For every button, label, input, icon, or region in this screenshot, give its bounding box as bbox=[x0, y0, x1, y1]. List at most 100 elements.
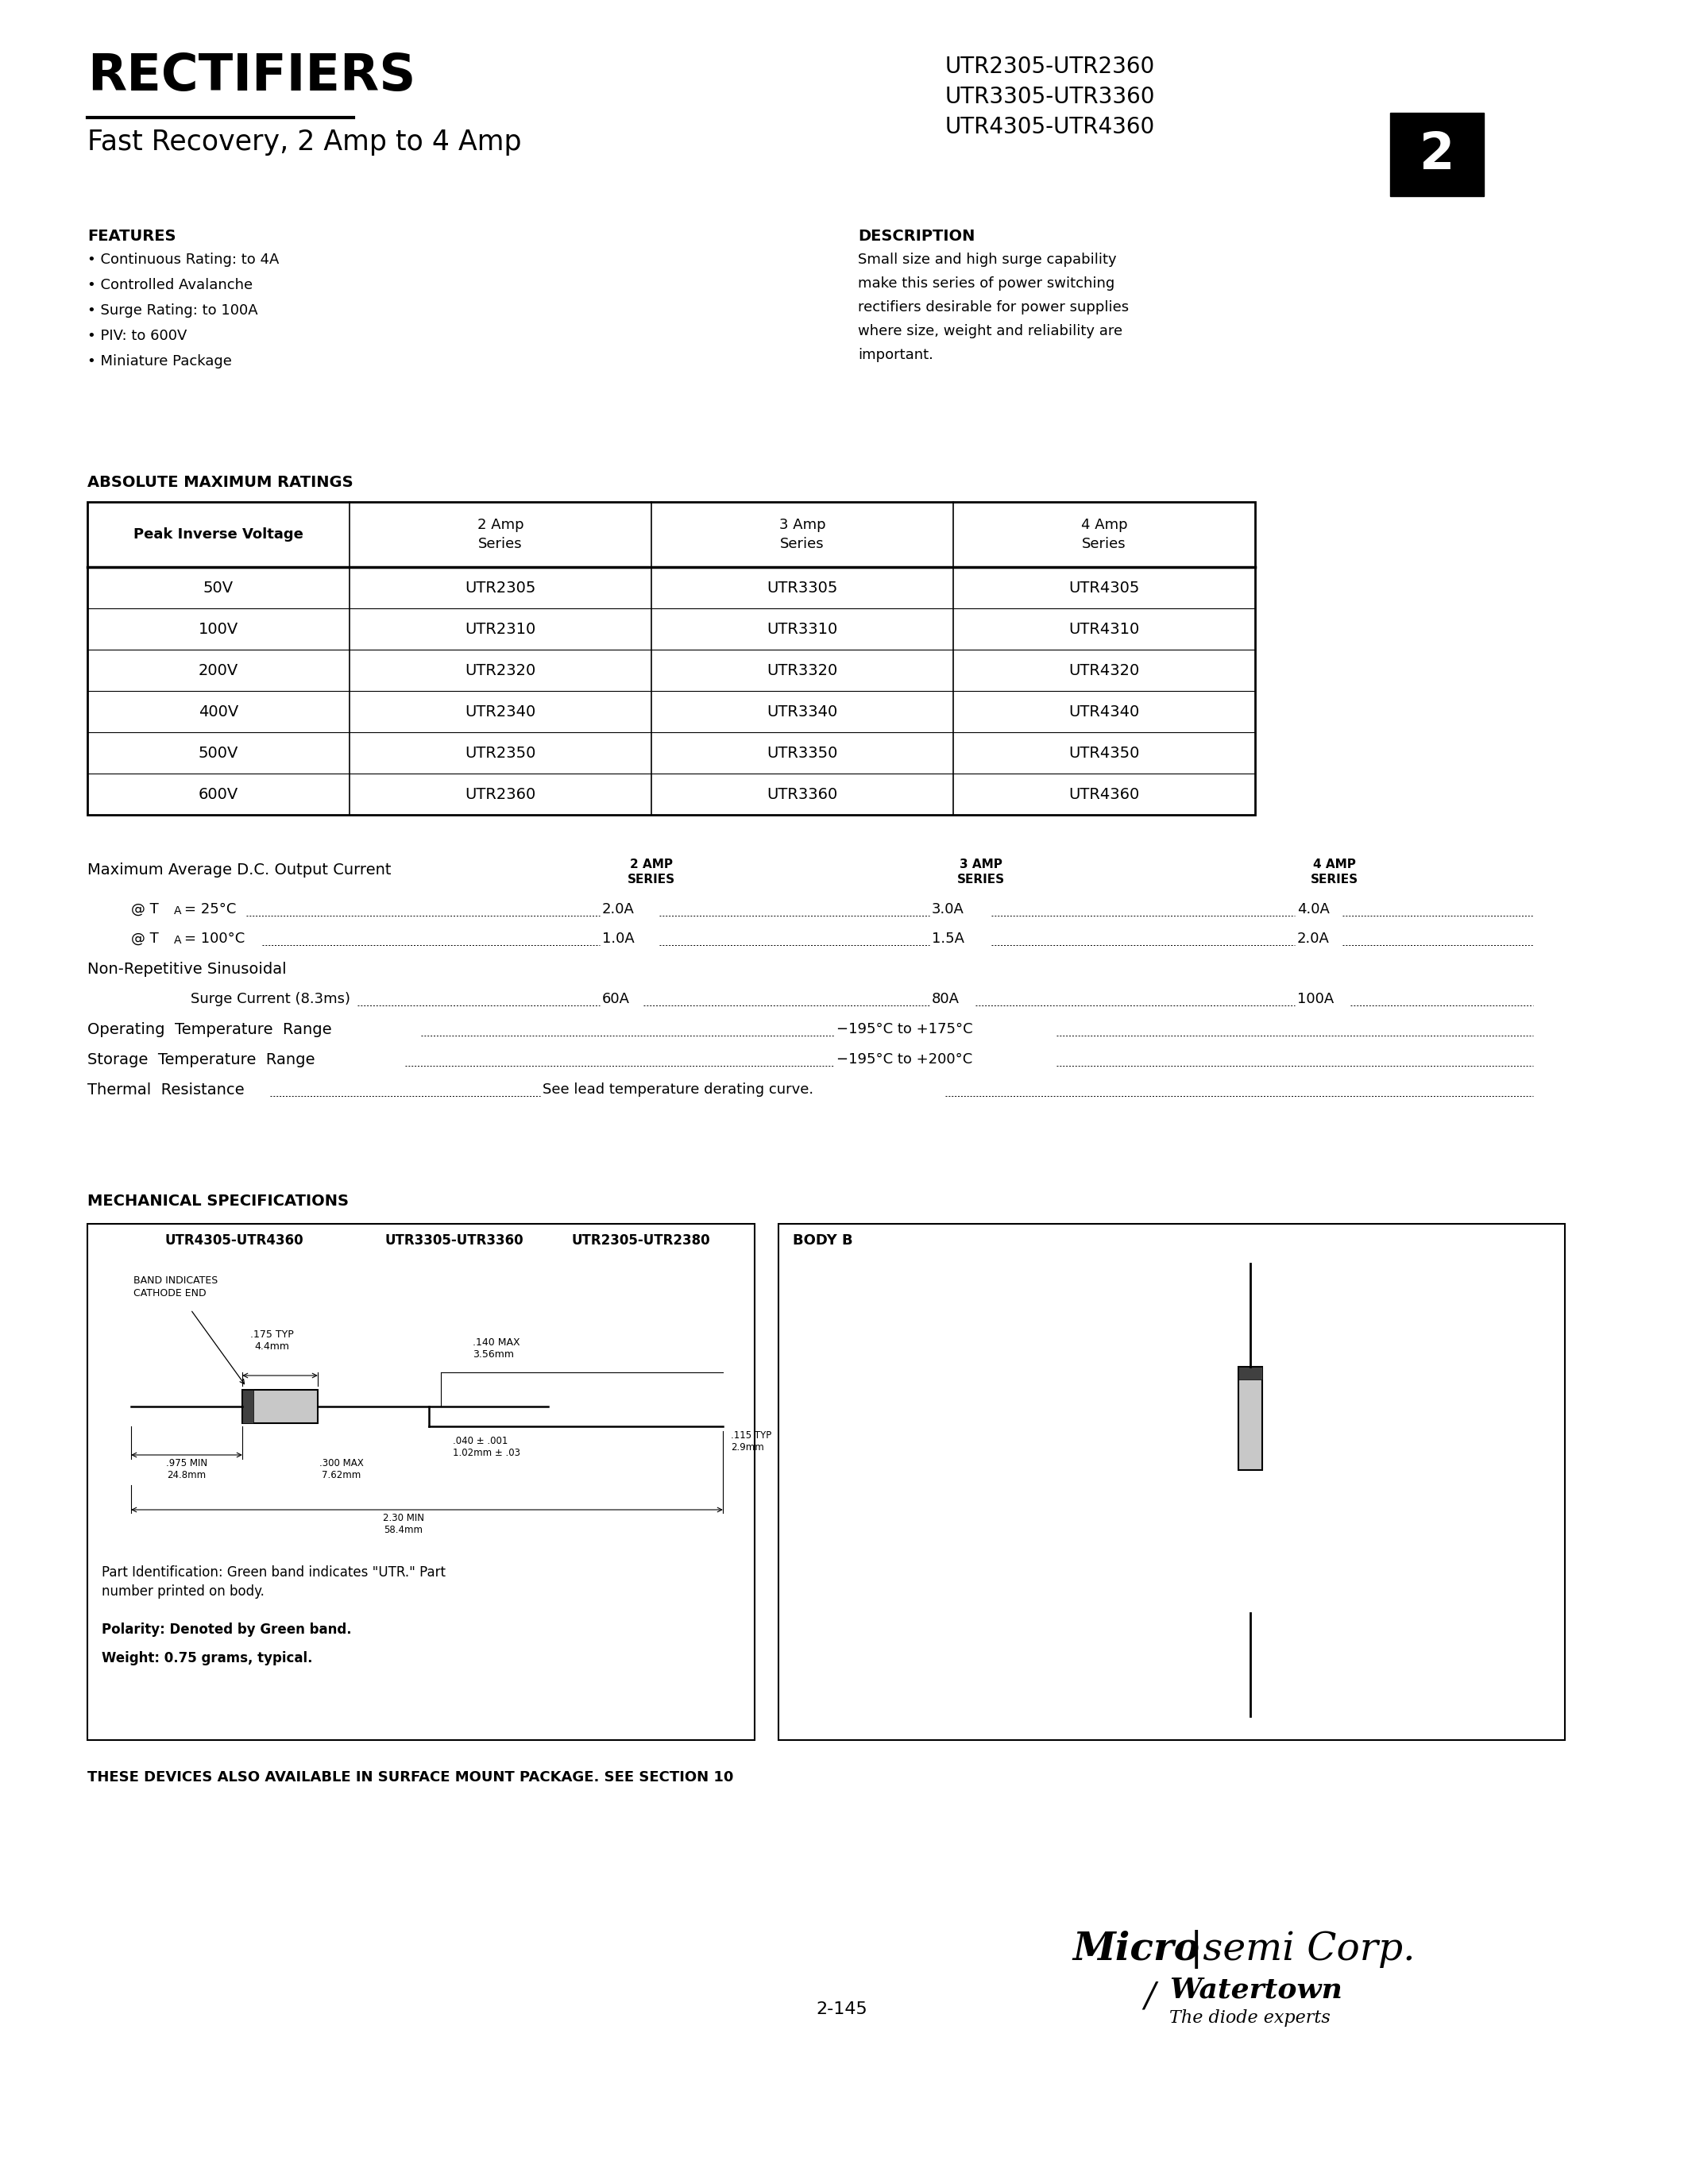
Text: Watertown: Watertown bbox=[1170, 1977, 1342, 2003]
Text: UTR4305-UTR4360: UTR4305-UTR4360 bbox=[165, 1234, 304, 1247]
Text: −195°C to +200°C: −195°C to +200°C bbox=[837, 1053, 972, 1066]
Text: UTR3305-UTR3360: UTR3305-UTR3360 bbox=[945, 85, 1155, 107]
Text: = 100°C: = 100°C bbox=[184, 933, 245, 946]
Text: BAND INDICATES
CATHODE END: BAND INDICATES CATHODE END bbox=[133, 1275, 218, 1299]
Text: 3 Amp
Series: 3 Amp Series bbox=[780, 518, 825, 550]
Text: 3.0A: 3.0A bbox=[932, 902, 964, 917]
Text: UTR3320: UTR3320 bbox=[766, 662, 837, 677]
Text: Peak Inverse Voltage: Peak Inverse Voltage bbox=[133, 526, 304, 542]
Text: BODY B: BODY B bbox=[793, 1234, 852, 1247]
Text: UTR3350: UTR3350 bbox=[766, 745, 837, 760]
Bar bbox=[1391, 114, 1484, 197]
Text: UTR4340: UTR4340 bbox=[1069, 703, 1139, 719]
Text: UTR3340: UTR3340 bbox=[766, 703, 837, 719]
Text: 3 AMP
SERIES: 3 AMP SERIES bbox=[957, 858, 1004, 885]
Text: UTR4350: UTR4350 bbox=[1069, 745, 1139, 760]
Text: .140 MAX
3.56mm: .140 MAX 3.56mm bbox=[473, 1337, 520, 1361]
Text: 80A: 80A bbox=[932, 992, 959, 1007]
Text: 100V: 100V bbox=[199, 622, 238, 636]
Text: Small size and high surge capability: Small size and high surge capability bbox=[858, 253, 1116, 266]
Text: Fast Recovery, 2 Amp to 4 Amp: Fast Recovery, 2 Amp to 4 Amp bbox=[88, 129, 522, 155]
Text: 200V: 200V bbox=[199, 662, 238, 677]
Text: Non-Repetitive Sinusoidal: Non-Repetitive Sinusoidal bbox=[88, 961, 287, 976]
Text: 100A: 100A bbox=[1296, 992, 1334, 1007]
Text: Surge Current (8.3ms): Surge Current (8.3ms) bbox=[191, 992, 351, 1007]
Text: 1.0A: 1.0A bbox=[603, 933, 635, 946]
Bar bbox=[88, 1223, 755, 1741]
Text: Polarity: Denoted by Green band.: Polarity: Denoted by Green band. bbox=[101, 1623, 351, 1636]
Text: 1.5A: 1.5A bbox=[932, 933, 964, 946]
Text: 2 Amp
Series: 2 Amp Series bbox=[478, 518, 523, 550]
Text: 4 Amp
Series: 4 Amp Series bbox=[1080, 518, 1128, 550]
Text: UTR4360: UTR4360 bbox=[1069, 786, 1139, 802]
Text: Operating  Temperature  Range: Operating Temperature Range bbox=[88, 1022, 333, 1037]
Text: Weight: 0.75 grams, typical.: Weight: 0.75 grams, typical. bbox=[101, 1651, 312, 1666]
Text: 2.30 MIN
58.4mm: 2.30 MIN 58.4mm bbox=[383, 1514, 424, 1535]
Text: |semi Corp.: |semi Corp. bbox=[1190, 1931, 1415, 1968]
Text: ABSOLUTE MAXIMUM RATINGS: ABSOLUTE MAXIMUM RATINGS bbox=[88, 474, 353, 489]
Text: RECTIFIERS: RECTIFIERS bbox=[88, 52, 415, 100]
Text: important.: important. bbox=[858, 347, 933, 363]
Text: 2 AMP
SERIES: 2 AMP SERIES bbox=[628, 858, 675, 885]
Text: • Controlled Avalanche: • Controlled Avalanche bbox=[88, 277, 253, 293]
Text: UTR3310: UTR3310 bbox=[766, 622, 837, 636]
Bar bbox=[1239, 1367, 1263, 1470]
Bar bbox=[243, 1389, 317, 1424]
Text: Storage  Temperature  Range: Storage Temperature Range bbox=[88, 1053, 316, 1068]
Text: • Surge Rating: to 100A: • Surge Rating: to 100A bbox=[88, 304, 258, 317]
Bar bbox=[1239, 1367, 1263, 1380]
Text: THESE DEVICES ALSO AVAILABLE IN SURFACE MOUNT PACKAGE. SEE SECTION 10: THESE DEVICES ALSO AVAILABLE IN SURFACE … bbox=[88, 1771, 734, 1784]
Text: UTR2305-UTR2360: UTR2305-UTR2360 bbox=[945, 55, 1155, 79]
Text: UTR4305: UTR4305 bbox=[1069, 581, 1139, 596]
Text: Part Identification: Green band indicates "UTR." Part
number printed on body.: Part Identification: Green band indicate… bbox=[101, 1566, 446, 1599]
Text: UTR2340: UTR2340 bbox=[464, 703, 535, 719]
Text: 500V: 500V bbox=[199, 745, 238, 760]
Text: 600V: 600V bbox=[199, 786, 238, 802]
Text: 4.0A: 4.0A bbox=[1296, 902, 1330, 917]
Text: 50V: 50V bbox=[203, 581, 233, 596]
Text: UTR2305-UTR2380: UTR2305-UTR2380 bbox=[572, 1234, 711, 1247]
Text: See lead temperature derating curve.: See lead temperature derating curve. bbox=[542, 1083, 814, 1096]
Text: .975 MIN
24.8mm: .975 MIN 24.8mm bbox=[165, 1459, 208, 1481]
Text: A: A bbox=[174, 906, 182, 917]
Text: .040 ± .001
1.02mm ± .03: .040 ± .001 1.02mm ± .03 bbox=[452, 1435, 520, 1459]
Text: 2.0A: 2.0A bbox=[1296, 933, 1330, 946]
Text: • Continuous Rating: to 4A: • Continuous Rating: to 4A bbox=[88, 253, 279, 266]
Text: 2: 2 bbox=[1420, 129, 1455, 179]
Text: UTR2310: UTR2310 bbox=[464, 622, 535, 636]
Text: UTR4305-UTR4360: UTR4305-UTR4360 bbox=[945, 116, 1155, 138]
Text: UTR4320: UTR4320 bbox=[1069, 662, 1139, 677]
Text: @ T: @ T bbox=[132, 933, 159, 946]
Text: FEATURES: FEATURES bbox=[88, 229, 176, 245]
Text: Thermal  Resistance: Thermal Resistance bbox=[88, 1083, 245, 1099]
Text: 60A: 60A bbox=[603, 992, 630, 1007]
Bar bbox=[88, 502, 1256, 815]
Text: The diode experts: The diode experts bbox=[1170, 2009, 1330, 2027]
Text: @ T: @ T bbox=[132, 902, 159, 917]
Text: UTR3305: UTR3305 bbox=[766, 581, 837, 596]
Text: 400V: 400V bbox=[199, 703, 238, 719]
Text: make this series of power switching: make this series of power switching bbox=[858, 277, 1114, 290]
Text: 4 AMP
SERIES: 4 AMP SERIES bbox=[1310, 858, 1359, 885]
Text: 2-145: 2-145 bbox=[817, 2001, 868, 2018]
Text: UTR2305: UTR2305 bbox=[464, 581, 537, 596]
Text: rectifiers desirable for power supplies: rectifiers desirable for power supplies bbox=[858, 299, 1129, 314]
Text: .115 TYP
2.9mm: .115 TYP 2.9mm bbox=[731, 1431, 771, 1452]
Text: = 25°C: = 25°C bbox=[184, 902, 236, 917]
Text: 2.0A: 2.0A bbox=[603, 902, 635, 917]
Text: /: / bbox=[1144, 1979, 1155, 2011]
Text: • PIV: to 600V: • PIV: to 600V bbox=[88, 330, 187, 343]
Text: .300 MAX
7.62mm: .300 MAX 7.62mm bbox=[319, 1459, 363, 1481]
Text: UTR3305-UTR3360: UTR3305-UTR3360 bbox=[385, 1234, 523, 1247]
Text: Maximum Average D.C. Output Current: Maximum Average D.C. Output Current bbox=[88, 863, 392, 878]
Text: MECHANICAL SPECIFICATIONS: MECHANICAL SPECIFICATIONS bbox=[88, 1195, 349, 1208]
Text: UTR2360: UTR2360 bbox=[464, 786, 535, 802]
Text: • Miniature Package: • Miniature Package bbox=[88, 354, 231, 369]
Text: DESCRIPTION: DESCRIPTION bbox=[858, 229, 976, 245]
Text: where size, weight and reliability are: where size, weight and reliability are bbox=[858, 323, 1123, 339]
Bar bbox=[243, 1389, 253, 1424]
Text: UTR2350: UTR2350 bbox=[464, 745, 537, 760]
Bar bbox=[778, 1223, 1565, 1741]
Text: Micro: Micro bbox=[1072, 1931, 1200, 1968]
Text: .175 TYP
4.4mm: .175 TYP 4.4mm bbox=[250, 1330, 294, 1352]
